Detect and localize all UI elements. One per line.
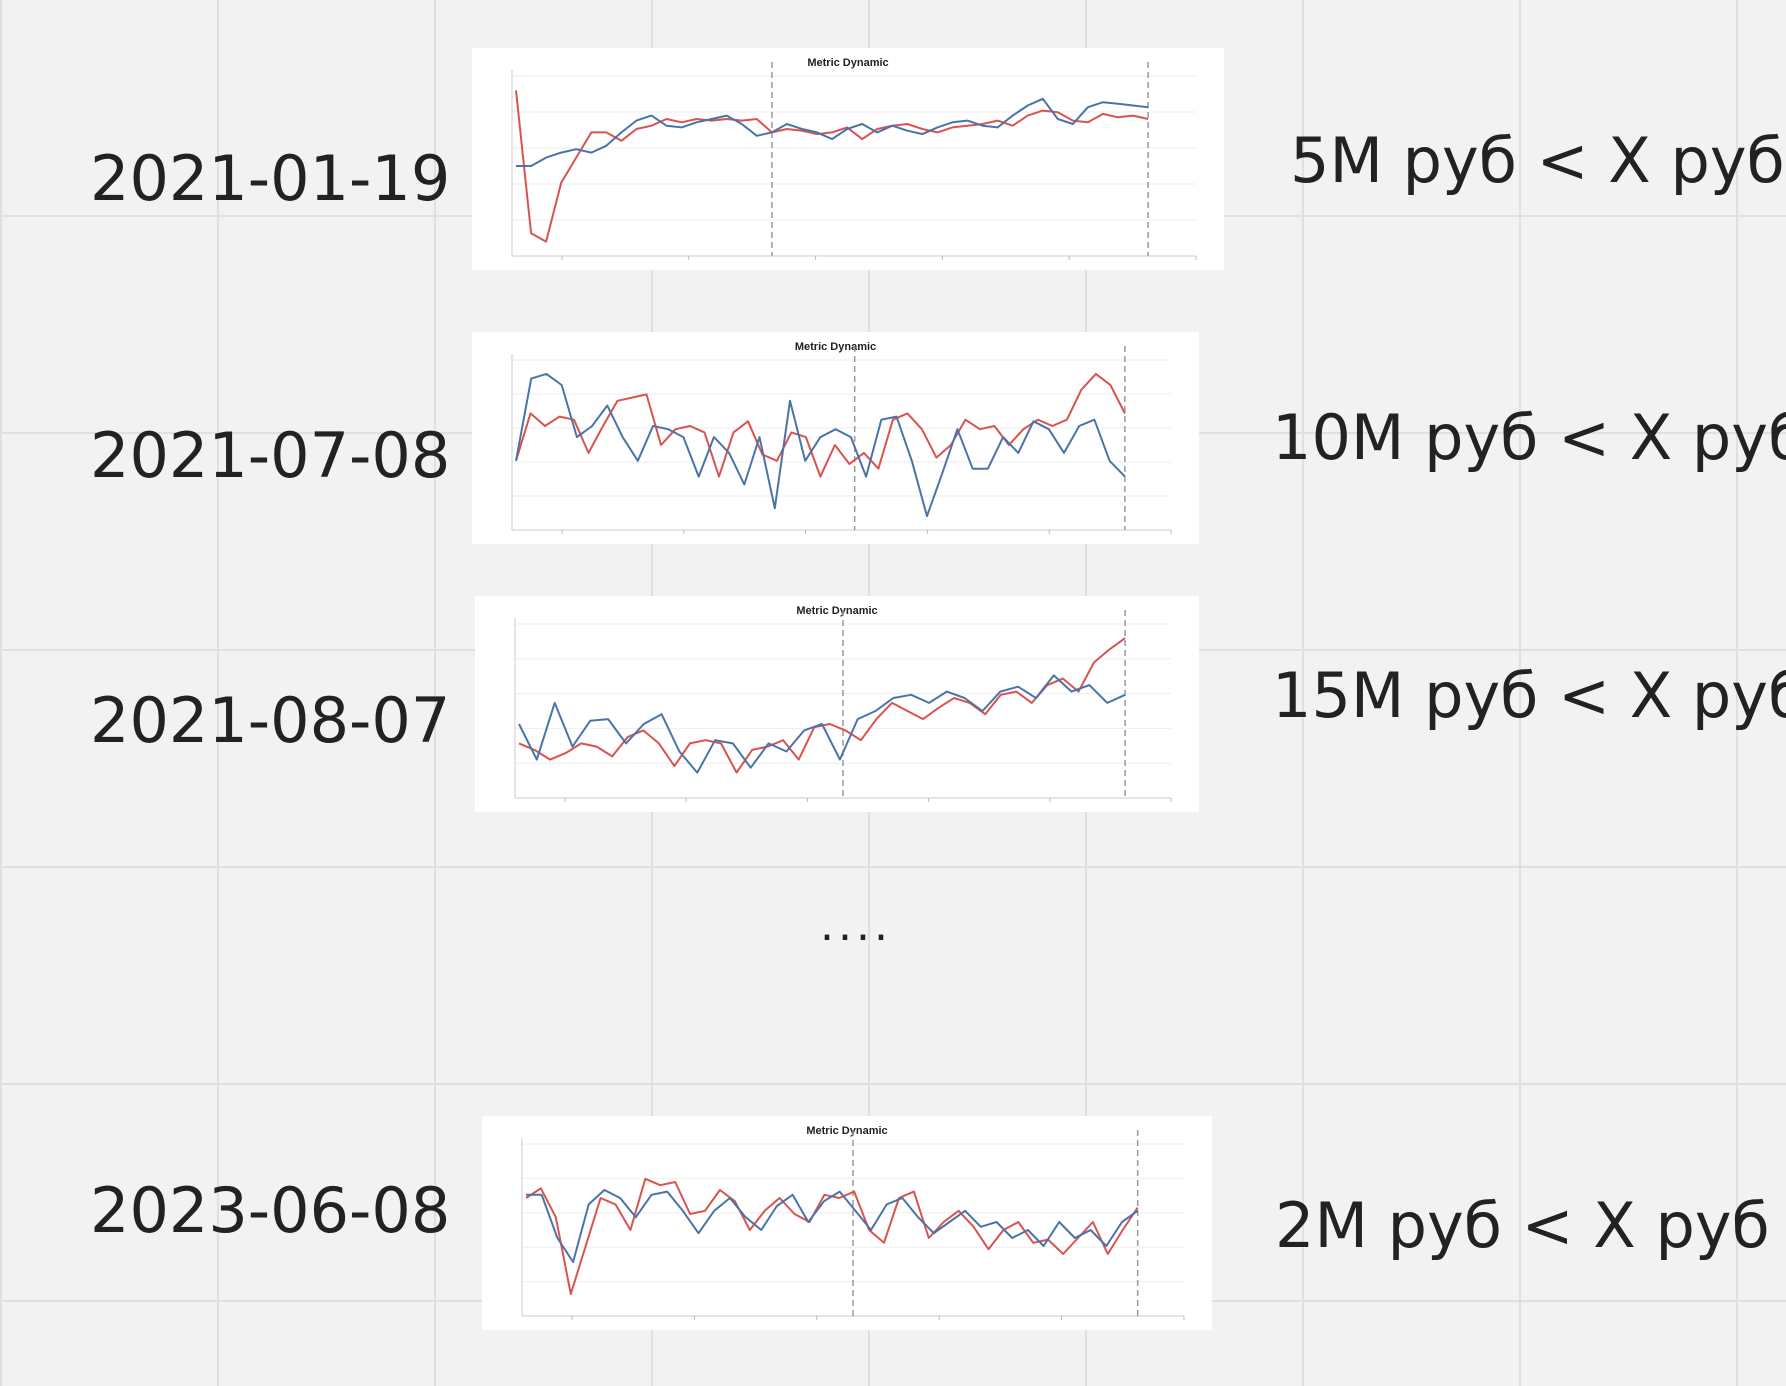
chart-panel: Metric Dynamic — [482, 1116, 1212, 1330]
series-line-red — [515, 90, 1149, 243]
series-line-blue — [518, 674, 1126, 774]
row-date: 2023-06-08 — [90, 1174, 451, 1247]
chart-title: Metric Dynamic — [807, 57, 888, 69]
chart-title: Metric Dynamic — [795, 341, 876, 353]
metric-chart: Metric Dynamic — [521, 1125, 1185, 1320]
ellipsis: .... — [820, 900, 892, 951]
row-date: 2021-08-07 — [90, 684, 451, 757]
metric-chart: Metric Dynamic — [511, 341, 1172, 534]
metric-chart: Metric Dynamic — [511, 57, 1197, 260]
row-threshold: 2M руб < X руб — [1275, 1189, 1770, 1262]
metric-chart: Metric Dynamic — [514, 605, 1172, 802]
chart-panel: Metric Dynamic — [475, 596, 1199, 812]
row-threshold: 10M руб < X руб — [1272, 401, 1786, 474]
series-line-blue — [526, 1189, 1139, 1263]
chart-panel: Metric Dynamic — [472, 48, 1224, 270]
chart-title: Metric Dynamic — [806, 1125, 887, 1137]
row-date: 2021-07-08 — [90, 419, 451, 492]
chart-title: Metric Dynamic — [796, 605, 877, 617]
row-threshold: 15M руб < X руб — [1272, 659, 1786, 732]
series-line-red — [518, 637, 1126, 774]
row-date: 2021-01-19 — [90, 142, 451, 215]
series-line-red — [515, 372, 1126, 478]
series-line-blue — [515, 372, 1126, 518]
row-threshold: 5M руб < X руб — [1290, 124, 1785, 197]
series-line-blue — [516, 97, 1149, 167]
chart-panel: Metric Dynamic — [472, 332, 1199, 544]
